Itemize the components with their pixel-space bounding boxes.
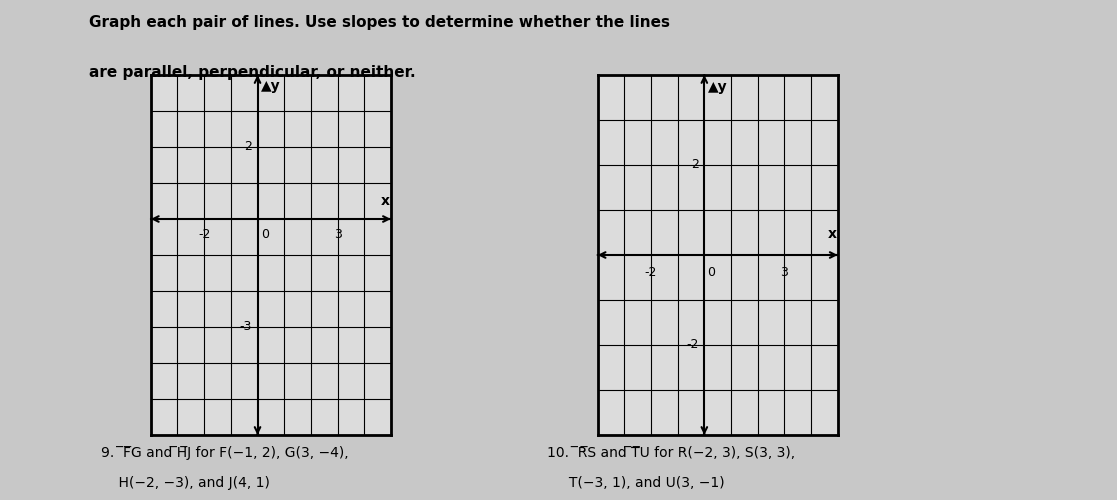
Text: ▲y: ▲y bbox=[707, 80, 727, 94]
Text: -2: -2 bbox=[198, 228, 210, 241]
Text: 0: 0 bbox=[260, 228, 269, 241]
Text: 3: 3 bbox=[781, 266, 789, 279]
Text: x: x bbox=[381, 194, 390, 208]
Text: 2: 2 bbox=[245, 140, 252, 153]
Text: 2: 2 bbox=[691, 158, 699, 172]
Text: -3: -3 bbox=[240, 320, 252, 334]
Text: -2: -2 bbox=[687, 338, 699, 351]
Text: Graph each pair of lines. Use slopes to determine whether the lines: Graph each pair of lines. Use slopes to … bbox=[89, 15, 670, 30]
Text: x: x bbox=[828, 228, 837, 241]
Text: 10.  ̅R̅S and ̅T̅U for R(−2, 3), S(3, 3),: 10. ̅R̅S and ̅T̅U for R(−2, 3), S(3, 3), bbox=[547, 446, 795, 460]
Text: 3: 3 bbox=[334, 228, 342, 241]
Text: are parallel, perpendicular, or neither.: are parallel, perpendicular, or neither. bbox=[89, 65, 416, 80]
Text: -2: -2 bbox=[645, 266, 657, 279]
Text: T(−3, 1), and U(3, −1): T(−3, 1), and U(3, −1) bbox=[547, 476, 725, 490]
Text: H(−2, −3), and J(4, 1): H(−2, −3), and J(4, 1) bbox=[101, 476, 269, 490]
Text: ▲y: ▲y bbox=[260, 78, 280, 92]
Text: 0: 0 bbox=[707, 266, 716, 279]
Text: 9.  ̅F̅G and ̅H̅J for F(−1, 2), G(3, −4),: 9. ̅F̅G and ̅H̅J for F(−1, 2), G(3, −4), bbox=[101, 446, 349, 460]
